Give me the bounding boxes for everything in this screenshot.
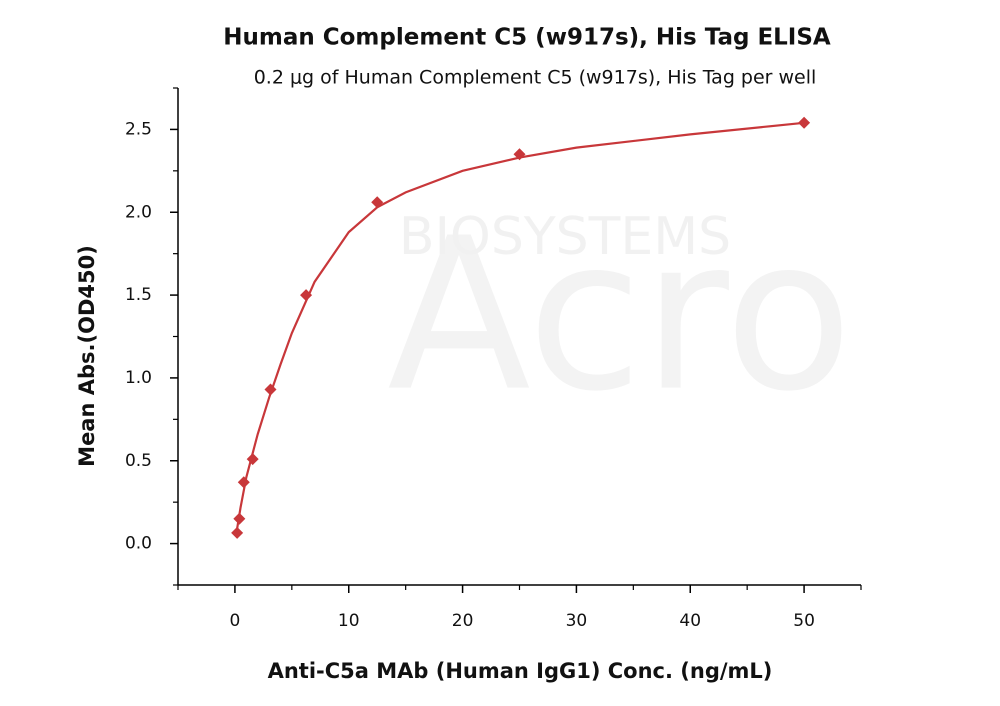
- data-point: [246, 453, 259, 466]
- y-tick-label: 2.0: [125, 202, 152, 222]
- x-tick-label: 40: [679, 611, 701, 631]
- x-tick-label: 10: [338, 611, 360, 631]
- y-tick-label: 0.5: [125, 451, 152, 471]
- watermark: BIOSYSTEMS: [399, 207, 731, 267]
- x-tick-label: 0: [230, 611, 241, 631]
- data-point: [300, 289, 313, 302]
- x-tick-label: 30: [566, 611, 588, 631]
- x-tick-label: 20: [452, 611, 474, 631]
- y-tick-label: 1.5: [125, 285, 152, 305]
- data-point: [798, 116, 811, 129]
- chart-title: Human Complement C5 (w917s), His Tag ELI…: [223, 25, 831, 51]
- x-tick-label: 50: [793, 611, 815, 631]
- y-tick-label: 2.5: [125, 119, 152, 139]
- data-point: [513, 148, 526, 161]
- y-tick-label: 0.0: [125, 534, 152, 554]
- y-tick-label: 1.0: [125, 368, 152, 388]
- data-point: [264, 383, 277, 396]
- x-axis-label: Anti-C5a MAb (Human IgG1) Conc. (ng/mL): [268, 659, 773, 683]
- chart-subtitle: 0.2 μg of Human Complement C5 (w917s), H…: [254, 67, 817, 89]
- y-axis-label: Mean Abs.(OD450): [75, 245, 99, 467]
- watermark: Acro: [387, 193, 853, 438]
- data-point: [371, 196, 384, 209]
- data-point: [231, 526, 244, 539]
- data-point: [233, 512, 246, 525]
- data-point: [237, 476, 250, 489]
